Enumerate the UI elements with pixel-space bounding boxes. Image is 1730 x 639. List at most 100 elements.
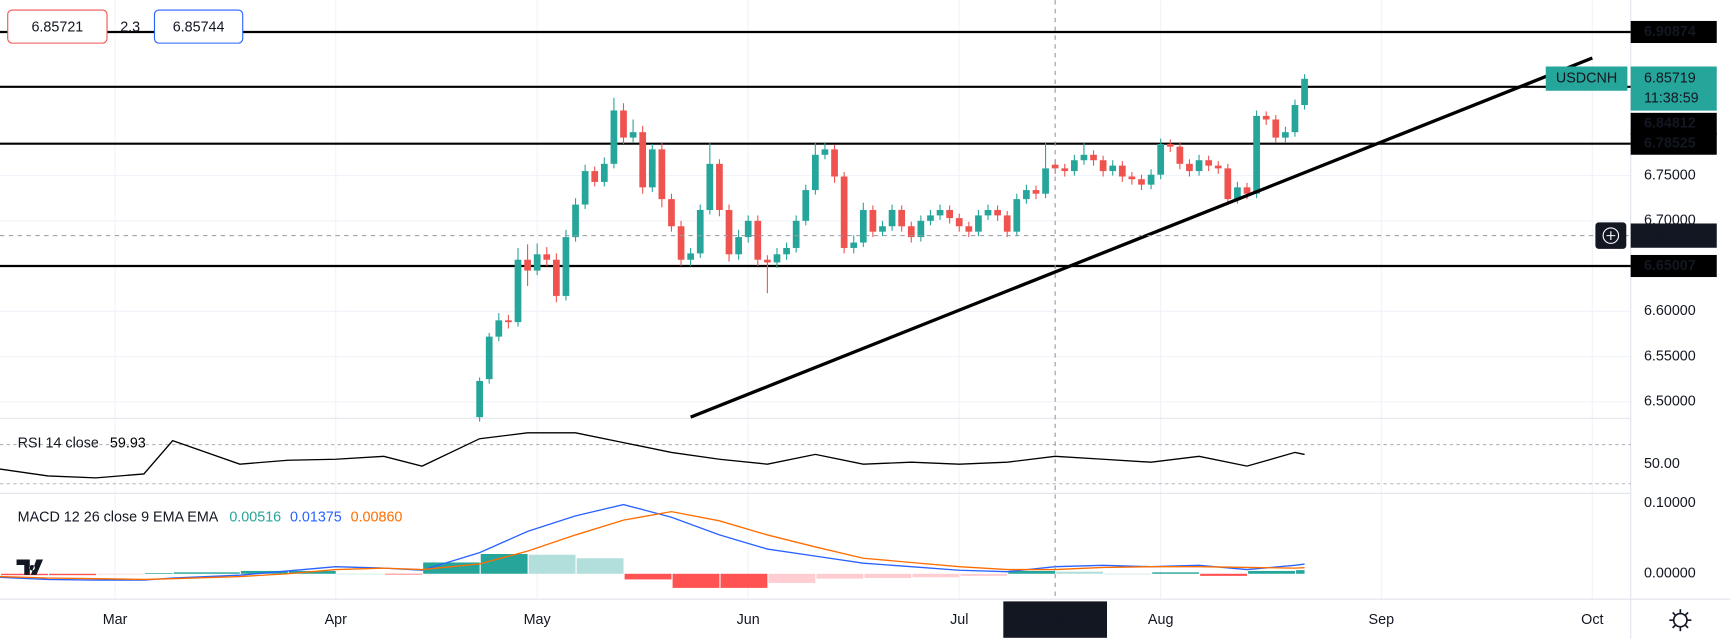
macd-histogram-bar: [576, 558, 624, 574]
candle-body: [994, 209, 1001, 216]
macd-label: MACD 12 26 close 9 EMA EMA: [18, 509, 219, 525]
candle-body: [831, 149, 838, 177]
candle-body: [1061, 168, 1069, 172]
candle-body: [1042, 168, 1049, 194]
candle-body: [879, 226, 886, 232]
candle-body: [869, 209, 877, 232]
candle-body: [764, 259, 771, 263]
macd-histogram-bar: [768, 573, 816, 583]
candle-body: [1195, 160, 1203, 172]
x-tick-label: Mar: [103, 612, 128, 628]
macd-histogram-bar: [624, 573, 672, 580]
macd-histogram-bar: [423, 562, 480, 574]
candle-body: [1080, 154, 1088, 161]
candle-body: [1176, 146, 1184, 164]
macd-histogram-bar: [720, 573, 768, 588]
level-tag: [1630, 132, 1717, 155]
x-tick-label: May: [524, 612, 552, 628]
candle-body: [610, 110, 618, 164]
candle-body: [476, 380, 483, 418]
candle-body: [802, 190, 810, 221]
level-tag: [1630, 112, 1717, 135]
candle-body: [543, 254, 551, 260]
candle-body: [716, 163, 723, 210]
candle-body: [1118, 165, 1126, 177]
signal-line: [0, 510, 1305, 581]
candle-body: [773, 254, 781, 263]
macd-histogram-bar: [49, 573, 96, 576]
y-tick-label: 6.60000: [1644, 303, 1696, 319]
x-tick-label: Jun: [737, 612, 760, 628]
candle-body: [811, 154, 819, 191]
last-price-tag: [1630, 66, 1717, 111]
candle-body: [1243, 187, 1251, 194]
candle-body: [1013, 199, 1021, 232]
add-alert-plus: [1606, 231, 1616, 241]
candle-body: [1147, 174, 1155, 185]
macd-line: [0, 503, 1305, 581]
x-tick-label: Aug: [1148, 612, 1174, 628]
macd-tick-label: 0.10000: [1644, 495, 1696, 511]
candle-body: [677, 226, 685, 260]
candle-body: [1090, 154, 1097, 161]
candle-body: [850, 242, 858, 248]
macd-histogram-bar: [816, 573, 864, 579]
macd-histogram-bar: [97, 573, 144, 575]
candle-body: [955, 218, 963, 227]
signal-value: 0.00860: [351, 509, 403, 525]
level-tag: [1630, 254, 1717, 278]
candle-body: [1234, 187, 1241, 200]
crosshair-time-label: 15 Jul '22: [1025, 612, 1086, 628]
macd-tick-label: 0.00000: [1644, 566, 1696, 582]
macd-histogram-bar: [1248, 570, 1295, 574]
candle-body: [792, 220, 800, 248]
candle-body: [725, 209, 733, 255]
last-price-label: 6.85719: [1644, 70, 1696, 86]
candle-body: [888, 209, 896, 227]
settings-icon-rays: [1669, 609, 1692, 632]
candle-body: [1301, 78, 1308, 106]
candle-body: [1272, 119, 1280, 138]
candle-body: [917, 220, 925, 238]
crosshair-price-label: 6.68365: [1644, 227, 1696, 243]
candle-body: [946, 209, 954, 219]
macd-histogram-bar: [1104, 573, 1152, 575]
crosshair-time-tag: [1003, 601, 1108, 638]
macd-histogram-bar: [864, 573, 912, 579]
candle-body: [639, 132, 647, 188]
add-alert-icon: [1602, 227, 1620, 244]
macd-histogram-value: 0.00516: [229, 509, 281, 525]
bid-box[interactable]: [7, 9, 108, 44]
candle-body: [1023, 190, 1030, 200]
countdown-label: 11:38:59: [1644, 90, 1699, 106]
candle-body: [600, 163, 608, 182]
candle-body: [629, 132, 637, 138]
rsi-line: [0, 432, 1305, 479]
candle-body: [572, 204, 579, 238]
candle-body: [562, 237, 570, 296]
candle-body: [552, 259, 560, 296]
candle-body: [840, 176, 848, 248]
candle-body: [1224, 168, 1232, 200]
macd-histogram-bar: [480, 553, 528, 574]
candle-body: [1262, 115, 1270, 120]
candle-body: [1166, 143, 1174, 147]
candle-body: [1253, 115, 1260, 194]
candle-body: [505, 320, 512, 323]
y-tick-label: 6.50000: [1644, 394, 1696, 410]
ask-box[interactable]: [153, 9, 244, 44]
macd-histogram-bar: [960, 573, 1008, 576]
x-tick-label: Sep: [1369, 612, 1395, 628]
macd-histogram-bar: [1056, 571, 1104, 574]
macd-histogram-bar: [528, 554, 576, 574]
candle-body: [1214, 165, 1222, 169]
macd-histogram-bar: [1152, 572, 1200, 574]
macd-value: 0.01375: [290, 509, 342, 525]
level-label: 6.84812: [1644, 116, 1696, 132]
macd-histogram-bar: [144, 573, 173, 574]
level-label: 6.90874: [1644, 24, 1696, 40]
candle-body: [524, 259, 531, 271]
symbol-label: USDCNH: [1556, 70, 1617, 86]
candle-body: [668, 199, 675, 227]
candle-body: [1282, 132, 1289, 138]
